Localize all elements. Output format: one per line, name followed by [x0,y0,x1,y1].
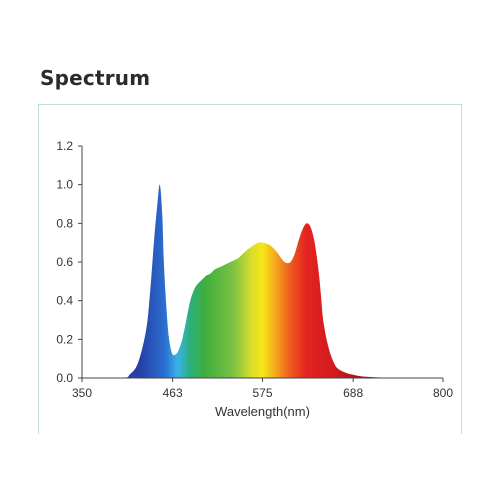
y-tick-label: 1.2 [56,139,73,153]
y-tick-label: 0.8 [56,216,73,230]
y-tick-label: 0.4 [56,294,73,308]
y-tick-label: 0.0 [56,371,73,385]
y-tick-label: 0.2 [56,332,73,346]
y-tick-label: 1.0 [56,178,73,192]
x-axis-label: Wavelength(nm) [215,404,310,419]
x-ticks: 350 463 575 688 800 [72,378,453,400]
spectrum-area [82,184,443,378]
y-tick-label: 0.6 [56,255,73,269]
x-tick-label: 575 [252,386,272,400]
chart-title: Spectrum [40,66,151,90]
x-tick-label: 350 [72,386,92,400]
chart-panel [38,104,462,434]
x-tick-label: 688 [343,386,363,400]
x-tick-label: 800 [433,386,453,400]
x-tick-label: 463 [163,386,183,400]
y-ticks: 0.0 0.2 0.4 0.6 0.8 1.0 1.2 [56,139,82,385]
